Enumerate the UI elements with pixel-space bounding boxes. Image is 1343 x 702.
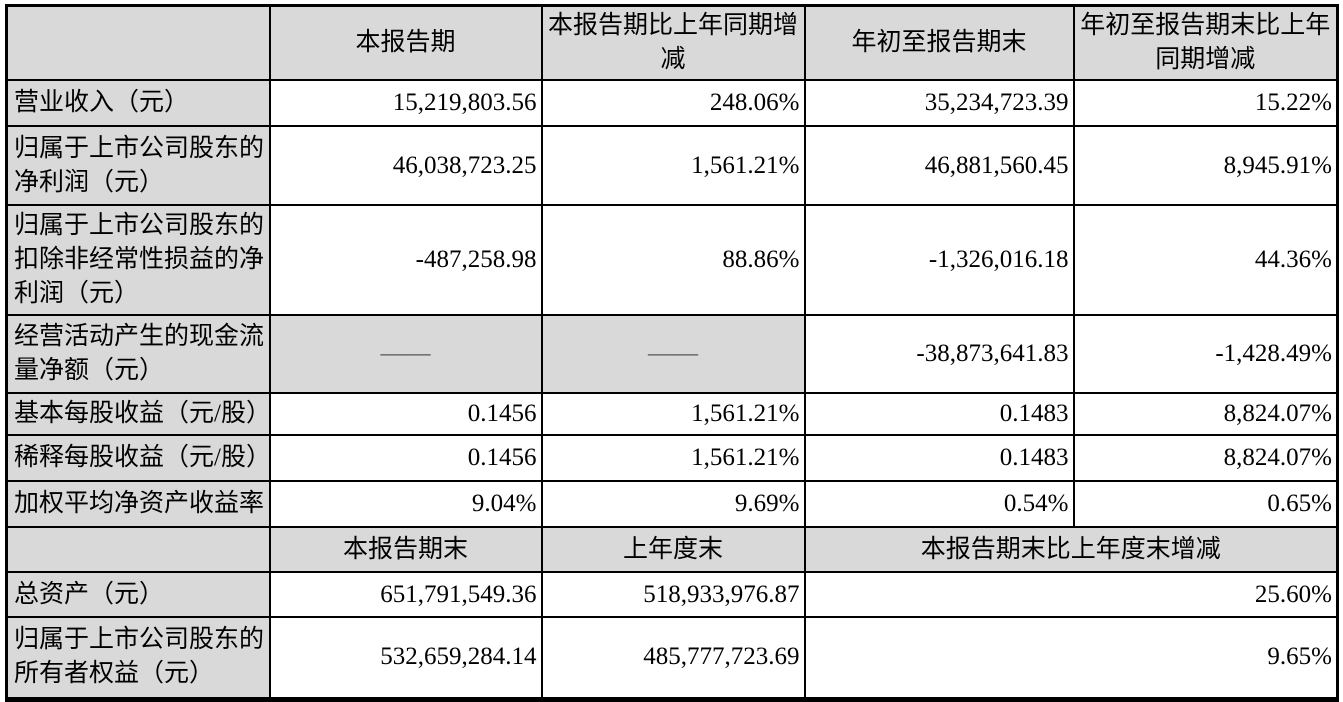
row-label: 归属于上市公司股东的扣除非经常性损益的净利润（元） [5,204,271,316]
quarter-rows: 营业收入（元） 15,219,803.56 248.06% 35,234,723.39… [5,79,1339,528]
value-cell: —— [268,314,543,394]
row-label: 基本每股收益（元/股） [5,392,271,436]
value-cell: 0.65% [1072,480,1339,528]
value-cell: 1,561.21% [540,434,806,482]
header-ytd: 年初至报告期末 [803,4,1075,81]
value-cell: 0.1483 [803,392,1075,436]
row-label: 营业收入（元） [5,79,271,127]
row-label: 归属于上市公司股东的所有者权益（元） [5,616,271,700]
yearend-rows: 总资产（元） 651,791,549.36 518,933,976.87 25.60%… [5,571,1339,700]
value-cell: 46,881,560.45 [803,125,1075,206]
row-label: 稀释每股收益（元/股） [5,434,271,482]
header-end-of-period: 本报告期末 [268,526,543,573]
value-cell: 8,824.07% [1072,392,1339,436]
financial-summary-table: 本报告期 本报告期比上年同期增减 年初至报告期末 年初至报告期末比上年同期增减 … [5,4,1339,702]
value-cell: 9.69% [540,480,806,528]
header-ytd-yoy-change: 年初至报告期末比上年同期增减 [1072,4,1339,81]
value-cell: 15.22% [1072,79,1339,127]
value-cell: 8,824.07% [1072,434,1339,482]
table-row: 归属于上市公司股东的扣除非经常性损益的净利润（元） -487,258.98 88.8… [5,204,1339,316]
value-cell: -487,258.98 [268,204,543,316]
value-cell: 248.06% [540,79,806,127]
value-cell: —— [540,314,806,394]
value-cell: -38,873,641.83 [803,314,1075,394]
value-cell: 15,219,803.56 [268,79,543,127]
row-label: 经营活动产生的现金流量净额（元） [5,314,271,394]
table-row: 归属于上市公司股东的所有者权益（元） 532,659,284.14 485,777,… [5,616,1339,700]
header-blank-cell [5,526,271,573]
value-cell: 0.1456 [268,434,543,482]
value-cell: 9.65% [803,616,1339,700]
header-end-of-last-year: 上年度末 [540,526,806,573]
value-cell: 88.86% [540,204,806,316]
table-row: 加权平均净资产收益率 9.04% 9.69% 0.54% 0.65% [5,480,1339,528]
header-current-period-yoy-change: 本报告期比上年同期增减 [540,4,806,81]
row-label: 总资产（元） [5,571,271,618]
value-cell: 8,945.91% [1072,125,1339,206]
table-row: 基本每股收益（元/股） 0.1456 1,561.21% 0.1483 8,824.07… [5,392,1339,436]
row-label: 加权平均净资产收益率 [5,480,271,528]
value-cell: 0.1456 [268,392,543,436]
table-row: 总资产（元） 651,791,549.36 518,933,976.87 25.60% [5,571,1339,618]
value-cell: 46,038,723.25 [268,125,543,206]
row-label: 归属于上市公司股东的净利润（元） [5,125,271,206]
table-row: 经营活动产生的现金流量净额（元） —— —— -38,873,641.83 -1,428… [5,314,1339,394]
value-cell: 1,561.21% [540,392,806,436]
table-row: 稀释每股收益（元/股） 0.1456 1,561.21% 0.1483 8,824.07… [5,434,1339,482]
value-cell: 9.04% [268,480,543,528]
value-cell: -1,326,016.18 [803,204,1075,316]
table-row: 归属于上市公司股东的净利润（元） 46,038,723.25 1,561.21% 46… [5,125,1339,206]
header-change-vs-last-yearend: 本报告期末比上年度末增减 [803,526,1339,573]
header-blank-cell [5,4,271,81]
value-cell: 532,659,284.14 [268,616,543,700]
value-cell: 25.60% [803,571,1339,618]
value-cell: 35,234,723.39 [803,79,1075,127]
value-cell: 44.36% [1072,204,1339,316]
value-cell: 485,777,723.69 [540,616,806,700]
value-cell: 0.1483 [803,434,1075,482]
table-row: 营业收入（元） 15,219,803.56 248.06% 35,234,723.39… [5,79,1339,127]
value-cell: 1,561.21% [540,125,806,206]
header-row-period: 本报告期 本报告期比上年同期增减 年初至报告期末 年初至报告期末比上年同期增减 [5,4,1339,81]
value-cell: -1,428.49% [1072,314,1339,394]
value-cell: 651,791,549.36 [268,571,543,618]
value-cell: 518,933,976.87 [540,571,806,618]
header-row-yearend: 本报告期末 上年度末 本报告期末比上年度末增减 [5,526,1339,573]
header-current-period: 本报告期 [268,4,543,81]
value-cell: 0.54% [803,480,1075,528]
